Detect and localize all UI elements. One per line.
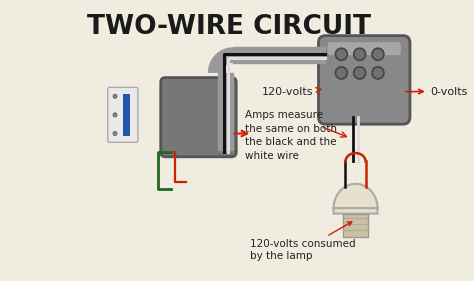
Bar: [343, 214, 368, 237]
Text: TWO-WIRE CIRCUIT: TWO-WIRE CIRCUIT: [87, 14, 371, 40]
Text: Amps measure
the same on both
the black and the
white wire: Amps measure the same on both the black …: [246, 110, 337, 161]
Text: 0-volts: 0-volts: [406, 87, 468, 97]
Circle shape: [372, 67, 384, 79]
Circle shape: [372, 48, 384, 60]
FancyBboxPatch shape: [108, 87, 138, 142]
Circle shape: [354, 48, 365, 60]
Text: 120-volts: 120-volts: [261, 87, 321, 97]
Circle shape: [354, 67, 365, 79]
Polygon shape: [208, 47, 233, 73]
Polygon shape: [334, 184, 377, 214]
Circle shape: [113, 132, 117, 136]
Bar: [123, 94, 130, 136]
Circle shape: [336, 67, 347, 79]
FancyBboxPatch shape: [328, 42, 401, 55]
FancyBboxPatch shape: [161, 78, 236, 157]
Circle shape: [336, 48, 347, 60]
Circle shape: [113, 94, 117, 98]
FancyBboxPatch shape: [319, 36, 410, 124]
Circle shape: [113, 113, 117, 117]
Text: 120-volts consumed
by the lamp: 120-volts consumed by the lamp: [250, 222, 356, 261]
